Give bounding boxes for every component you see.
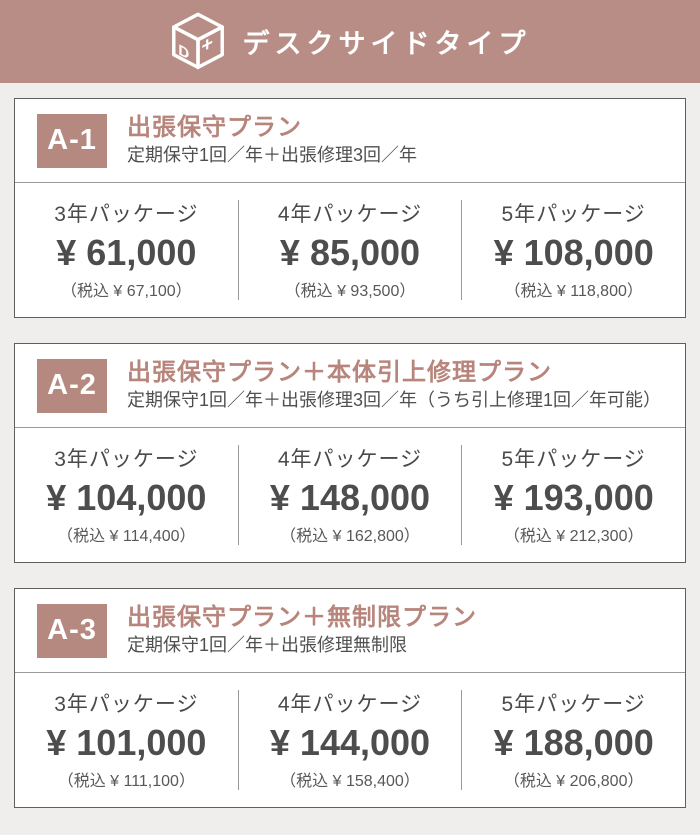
plan-card-a2: A-2 出張保守プラン＋本体引上修理プラン 定期保守1回／年＋出張修理3回／年（…	[14, 343, 686, 563]
package-price: ¥ 148,000	[269, 476, 431, 518]
plan-title: 出張保守プラン＋無制限プラン	[127, 603, 477, 631]
package-3year: 3年パッケージ ¥ 101,000 （税込 ¥ 111,100）	[15, 688, 238, 792]
package-tax-price: （税込 ¥ 111,100）	[57, 773, 195, 791]
column-divider	[237, 199, 239, 300]
package-term: 3年パッケージ	[54, 202, 199, 226]
banner-title: デスクサイドタイプ	[242, 29, 531, 59]
column-divider	[237, 689, 239, 790]
package-price: ¥ 61,000	[56, 231, 197, 273]
plan-subtitle: 定期保守1回／年＋出張修理3回／年	[127, 144, 418, 165]
plan-badge: A-1	[37, 113, 107, 168]
plan-prices: 3年パッケージ ¥ 101,000 （税込 ¥ 111,100） 4年パッケージ…	[15, 673, 685, 806]
package-term: 4年パッケージ	[277, 692, 423, 716]
plan-list: A-1 出張保守プラン 定期保守1回／年＋出張修理3回／年 3年パッケージ ¥ …	[0, 83, 700, 808]
package-tax-price: （税込 ¥ 162,800）	[280, 528, 420, 546]
package-term: 5年パッケージ	[501, 447, 646, 471]
plan-title: 出張保守プラン＋本体引上修理プラン	[127, 358, 552, 386]
banner: D + デスクサイドタイプ	[0, 0, 700, 83]
column-divider	[461, 444, 463, 545]
icon-letter-d: D	[178, 41, 189, 63]
package-tax-price: （税込 ¥ 67,100）	[60, 283, 192, 301]
package-5year: 5年パッケージ ¥ 193,000 （税込 ¥ 212,300）	[462, 443, 685, 547]
package-price: ¥ 193,000	[493, 476, 654, 518]
plan-prices: 3年パッケージ ¥ 104,000 （税込 ¥ 114,400） 4年パッケージ…	[15, 428, 685, 561]
package-3year: 3年パッケージ ¥ 104,000 （税込 ¥ 114,400）	[15, 443, 238, 547]
plan-subtitle: 定期保守1回／年＋出張修理無制限	[127, 634, 408, 655]
plan-badge: A-3	[37, 603, 107, 658]
plan-title: 出張保守プラン	[127, 113, 302, 141]
dplus-cube-icon: D +	[170, 12, 226, 72]
package-4year: 4年パッケージ ¥ 144,000 （税込 ¥ 158,400）	[239, 688, 462, 792]
plan-header-text: 出張保守プラン 定期保守1回／年＋出張修理3回／年	[127, 113, 418, 167]
plan-badge: A-2	[37, 358, 107, 413]
plan-header: A-1 出張保守プラン 定期保守1回／年＋出張修理3回／年	[15, 99, 685, 183]
plan-card-a3: A-3 出張保守プラン＋無制限プラン 定期保守1回／年＋出張修理無制限 3年パッ…	[14, 588, 686, 808]
package-price: ¥ 104,000	[46, 476, 207, 518]
plan-header: A-2 出張保守プラン＋本体引上修理プラン 定期保守1回／年＋出張修理3回／年（…	[15, 344, 685, 428]
package-5year: 5年パッケージ ¥ 108,000 （税込 ¥ 118,800）	[462, 198, 685, 302]
icon-letter-plus: +	[201, 31, 212, 58]
package-term: 5年パッケージ	[501, 692, 646, 716]
package-price: ¥ 101,000	[46, 721, 207, 763]
package-3year: 3年パッケージ ¥ 61,000 （税込 ¥ 67,100）	[15, 198, 238, 302]
package-term: 4年パッケージ	[277, 447, 423, 471]
package-price: ¥ 85,000	[279, 231, 421, 273]
plan-subtitle: 定期保守1回／年＋出張修理3回／年（うち引上修理1回／年可能）	[127, 389, 662, 410]
package-5year: 5年パッケージ ¥ 188,000 （税込 ¥ 206,800）	[462, 688, 685, 792]
package-tax-price: （税込 ¥ 93,500）	[284, 283, 416, 301]
package-price: ¥ 188,000	[493, 721, 654, 763]
package-tax-price: （税込 ¥ 206,800）	[503, 773, 644, 791]
package-tax-price: （税込 ¥ 212,300）	[503, 528, 644, 546]
package-tax-price: （税込 ¥ 158,400）	[280, 773, 420, 791]
package-4year: 4年パッケージ ¥ 85,000 （税込 ¥ 93,500）	[239, 198, 462, 302]
column-divider	[237, 444, 239, 545]
package-price: ¥ 108,000	[493, 231, 654, 273]
plan-prices: 3年パッケージ ¥ 61,000 （税込 ¥ 67,100） 4年パッケージ ¥…	[15, 183, 685, 316]
package-term: 3年パッケージ	[54, 692, 199, 716]
plan-header: A-3 出張保守プラン＋無制限プラン 定期保守1回／年＋出張修理無制限	[15, 589, 685, 673]
package-term: 5年パッケージ	[501, 202, 646, 226]
column-divider	[461, 199, 463, 300]
package-term: 3年パッケージ	[54, 447, 199, 471]
package-price: ¥ 144,000	[269, 721, 431, 763]
plan-header-text: 出張保守プラン＋無制限プラン 定期保守1回／年＋出張修理無制限	[127, 603, 477, 657]
package-4year: 4年パッケージ ¥ 148,000 （税込 ¥ 162,800）	[239, 443, 462, 547]
plan-header-text: 出張保守プラン＋本体引上修理プラン 定期保守1回／年＋出張修理3回／年（うち引上…	[127, 358, 662, 412]
column-divider	[461, 689, 463, 790]
package-tax-price: （税込 ¥ 118,800）	[504, 283, 643, 301]
plan-card-a1: A-1 出張保守プラン 定期保守1回／年＋出張修理3回／年 3年パッケージ ¥ …	[14, 98, 686, 318]
package-term: 4年パッケージ	[277, 202, 423, 226]
package-tax-price: （税込 ¥ 114,400）	[57, 528, 196, 546]
